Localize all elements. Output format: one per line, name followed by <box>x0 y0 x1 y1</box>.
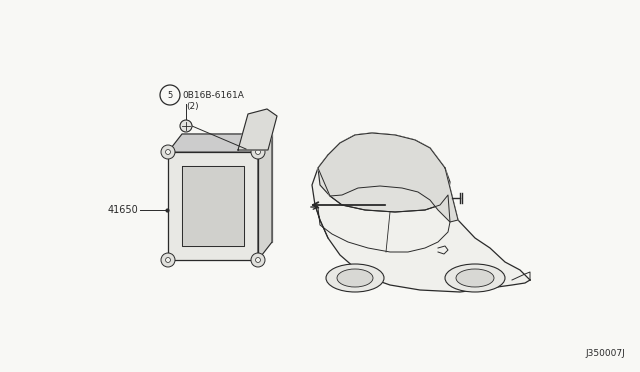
Text: 41650: 41650 <box>108 205 138 215</box>
Circle shape <box>255 150 260 154</box>
Text: (2): (2) <box>186 102 198 110</box>
Polygon shape <box>258 134 272 260</box>
Polygon shape <box>238 109 277 150</box>
Text: J350007J: J350007J <box>585 349 625 358</box>
Ellipse shape <box>456 269 494 287</box>
Circle shape <box>160 85 180 105</box>
Text: 5: 5 <box>168 90 173 99</box>
Polygon shape <box>318 133 450 212</box>
Circle shape <box>166 150 170 154</box>
Ellipse shape <box>326 264 384 292</box>
Polygon shape <box>182 134 272 242</box>
Circle shape <box>166 257 170 263</box>
Polygon shape <box>182 166 244 246</box>
Ellipse shape <box>445 264 505 292</box>
Circle shape <box>180 120 192 132</box>
Ellipse shape <box>337 269 373 287</box>
Polygon shape <box>168 134 272 152</box>
Polygon shape <box>312 133 530 292</box>
Circle shape <box>251 253 265 267</box>
Circle shape <box>161 253 175 267</box>
Circle shape <box>251 145 265 159</box>
Polygon shape <box>318 133 458 222</box>
Circle shape <box>255 257 260 263</box>
Text: 0B16B-6161A: 0B16B-6161A <box>182 90 244 99</box>
Circle shape <box>161 145 175 159</box>
Polygon shape <box>168 152 258 260</box>
